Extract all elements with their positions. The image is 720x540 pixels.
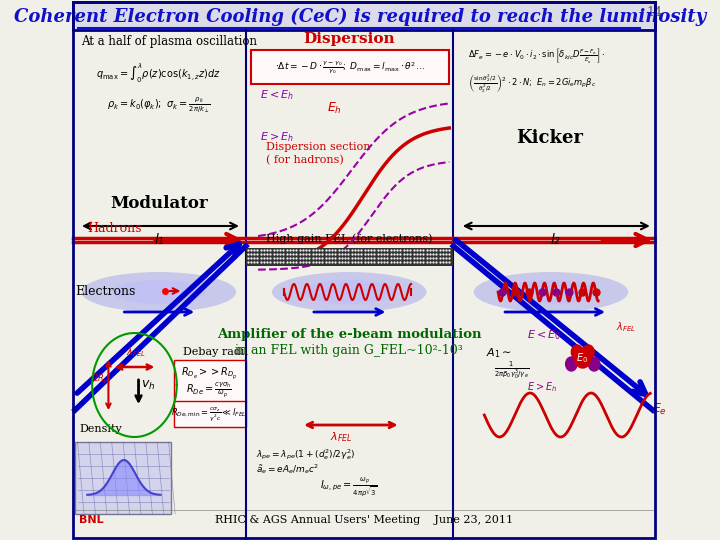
Ellipse shape xyxy=(505,280,598,304)
Text: Dispersion: Dispersion xyxy=(303,32,395,46)
FancyBboxPatch shape xyxy=(251,50,449,84)
Text: $R_{D_e} >> R_{D_p}$: $R_{D_e} >> R_{D_p}$ xyxy=(181,366,238,382)
Text: High gain FEL (for electrons): High gain FEL (for electrons) xyxy=(266,233,433,244)
Text: $\left(\frac{\sin\theta_2^2/2}{\theta_2^2/2}\right)^2\cdot 2\cdot N;\ E_n = 2Gi_: $\left(\frac{\sin\theta_2^2/2}{\theta_2^… xyxy=(468,72,596,94)
Text: $R_{De,\min} = \frac{c\sigma_z}{\gamma^2 c}\ll l_{FEL}$: $R_{De,\min} = \frac{c\sigma_z}{\gamma^2… xyxy=(171,406,247,423)
Text: Amplifier of the e-beam modulation: Amplifier of the e-beam modulation xyxy=(217,328,482,341)
Text: $A_1 \sim$: $A_1 \sim$ xyxy=(486,346,512,360)
Text: At a half of plasma oscillation: At a half of plasma oscillation xyxy=(81,35,257,48)
Text: $\lambda_{pe} = \lambda_{pe}(1+(d_e^2)/2\gamma_e^2)$: $\lambda_{pe} = \lambda_{pe}(1+(d_e^2)/2… xyxy=(256,447,356,462)
Text: l₁: l₁ xyxy=(154,233,163,247)
Text: in an FEL with gain G_FEL~10²-10³: in an FEL with gain G_FEL~10²-10³ xyxy=(235,344,463,357)
Text: $\tilde{a}_e = eA_e/m_ec^2$: $\tilde{a}_e = eA_e/m_ec^2$ xyxy=(256,462,320,476)
Text: RHIC & AGS Annual Users' Meeting    June 23, 2011: RHIC & AGS Annual Users' Meeting June 23… xyxy=(215,515,513,525)
Text: $\rho_k = k_0(\varphi_k);\ \sigma_k = \frac{\rho_k}{2\pi / k_\perp}$: $\rho_k = k_0(\varphi_k);\ \sigma_k = \f… xyxy=(107,96,211,115)
Text: l₂: l₂ xyxy=(550,233,560,247)
Text: $\frac{1}{2\pi\beta_0\gamma_0^3/\gamma_e}$: $\frac{1}{2\pi\beta_0\gamma_0^3/\gamma_e… xyxy=(494,360,529,381)
Text: $R_{De} = \frac{c\gamma\sigma_h}{\omega_p}$: $R_{De} = \frac{c\gamma\sigma_h}{\omega_… xyxy=(186,381,233,400)
Text: Kicker: Kicker xyxy=(516,129,583,147)
Text: $\lambda_{FEL}$: $\lambda_{FEL}$ xyxy=(616,320,636,334)
Text: $\Delta F_e = -e\cdot V_0\cdot i_2\cdot\sin\left[\delta_{kic}D\frac{F-F_e}{E_s}\: $\Delta F_e = -e\cdot V_0\cdot i_2\cdot\… xyxy=(468,46,606,65)
Ellipse shape xyxy=(272,272,426,312)
Text: $E < E_0$: $E < E_0$ xyxy=(526,328,561,342)
Text: $E > E_h$: $E > E_h$ xyxy=(260,130,294,144)
Ellipse shape xyxy=(112,280,205,304)
Bar xyxy=(75,442,171,514)
Bar xyxy=(246,248,454,266)
Text: Debay radii: Debay radii xyxy=(184,347,248,357)
Ellipse shape xyxy=(474,272,629,312)
Text: $q_{\max} = \int_0^\lambda \rho(z)\cos(k_{1,z} z)dz$: $q_{\max} = \int_0^\lambda \rho(z)\cos(k… xyxy=(96,62,221,85)
Ellipse shape xyxy=(81,272,236,312)
Text: ( for hadrons): ( for hadrons) xyxy=(266,154,344,165)
Text: $E < E_h$: $E < E_h$ xyxy=(260,88,294,102)
Circle shape xyxy=(566,357,577,371)
Circle shape xyxy=(572,345,582,359)
Text: Coherent Electron Cooling (CeC) is required to reach the luminosity: Coherent Electron Cooling (CeC) is requi… xyxy=(14,8,706,26)
Text: $v_h$: $v_h$ xyxy=(141,379,156,392)
Text: $E > E_h$: $E > E_h$ xyxy=(526,380,557,394)
Text: $2R_{pc}$: $2R_{pc}$ xyxy=(92,373,112,386)
Text: Electrons: Electrons xyxy=(75,285,135,298)
FancyBboxPatch shape xyxy=(73,2,655,30)
Circle shape xyxy=(582,345,594,359)
Text: BNL: BNL xyxy=(79,515,104,525)
Text: $I_{\omega,pe} = \frac{\omega_p}{4\pi\rho\sqrt{3}}$: $I_{\omega,pe} = \frac{\omega_p}{4\pi\rh… xyxy=(320,475,378,498)
Text: Dispersion section: Dispersion section xyxy=(266,142,371,152)
Text: $\cdot\Delta t = -D\cdot\frac{\gamma-\gamma_0}{\gamma_0};\ D_{\max} = l_{\max}\c: $\cdot\Delta t = -D\cdot\frac{\gamma-\ga… xyxy=(275,59,425,75)
Circle shape xyxy=(588,357,600,371)
Text: Hadrons: Hadrons xyxy=(87,222,142,235)
Ellipse shape xyxy=(303,280,395,304)
Text: $E_0$: $E_0$ xyxy=(576,351,588,365)
Text: $\lambda_{FEL}$: $\lambda_{FEL}$ xyxy=(126,345,146,359)
FancyBboxPatch shape xyxy=(174,360,246,402)
Text: $E_e$: $E_e$ xyxy=(652,402,667,417)
Text: $\lambda_{FEL}$: $\lambda_{FEL}$ xyxy=(330,430,352,444)
Text: Density: Density xyxy=(79,424,122,434)
Text: Modulator: Modulator xyxy=(110,195,208,212)
Text: $E_h$: $E_h$ xyxy=(328,101,342,116)
Circle shape xyxy=(575,348,591,368)
FancyBboxPatch shape xyxy=(174,401,246,427)
Text: 14: 14 xyxy=(646,6,662,19)
